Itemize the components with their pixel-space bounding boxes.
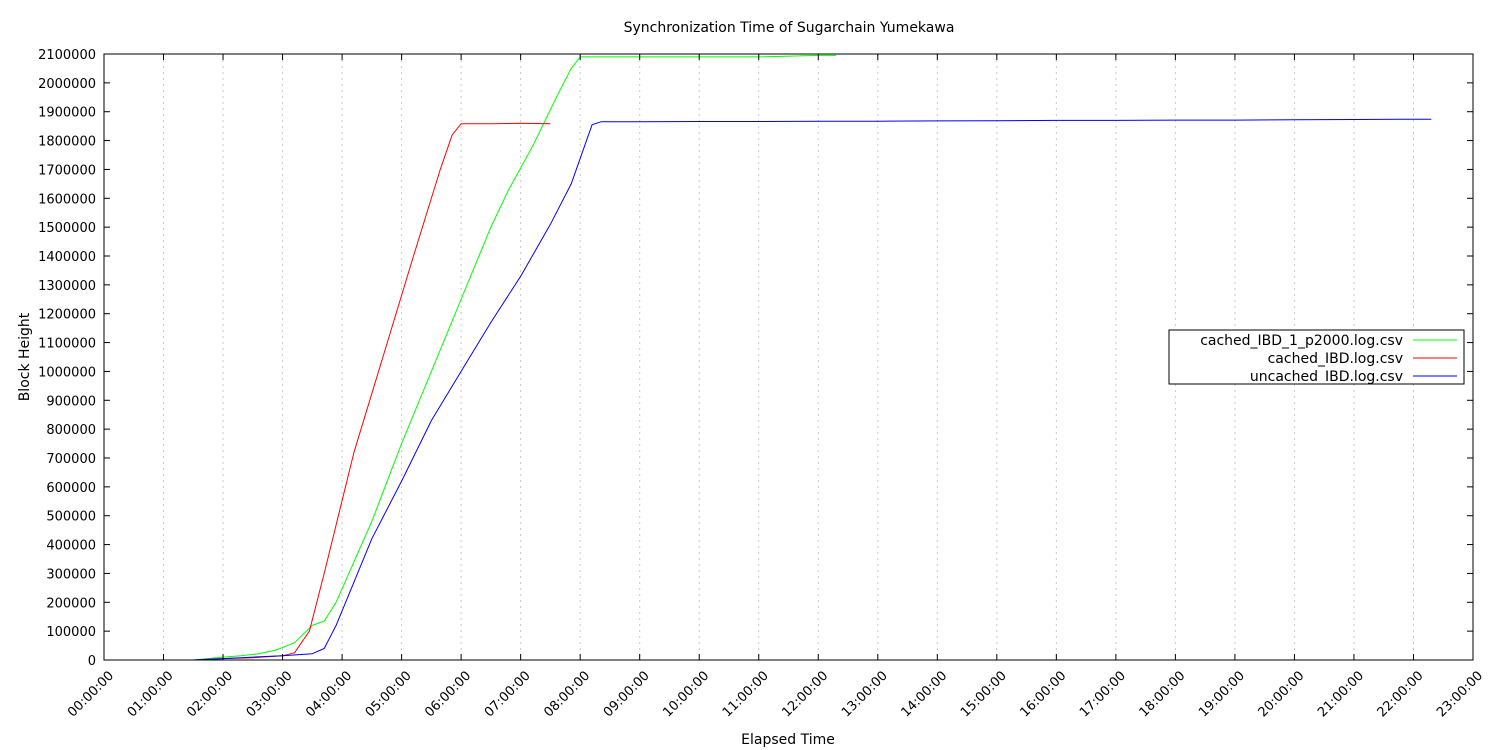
y-tick-label: 1700000 [38, 163, 96, 178]
y-tick-label: 200000 [46, 596, 96, 611]
y-tick-label: 300000 [46, 567, 96, 582]
y-tick-label: 1400000 [38, 250, 96, 265]
y-tick-label: 500000 [46, 510, 96, 525]
y-tick-label: 1200000 [38, 308, 96, 323]
y-tick-label: 1100000 [38, 337, 96, 352]
y-tick-label: 600000 [46, 481, 96, 496]
y-tick-label: 100000 [46, 625, 96, 640]
y-tick-label: 1000000 [38, 365, 96, 380]
y-tick-label: 1500000 [38, 221, 96, 236]
chart-title: Synchronization Time of Sugarchain Yumek… [624, 20, 955, 36]
y-tick-label: 400000 [46, 539, 96, 554]
legend-entry-label: cached_IBD_1_p2000.log.csv [1200, 333, 1403, 349]
legend-entry-label: uncached_IBD.log.csv [1250, 369, 1403, 385]
y-axis-tick-labels: 0 100000 200000 300000 400000 500000 600000 700… [38, 48, 96, 669]
axis-ticks [103, 53, 1474, 661]
y-tick-label: 800000 [46, 423, 96, 438]
y-tick-label: 0 [88, 654, 96, 669]
legend: cached_IBD_1_p2000.log.csv cached_IBD.log… [1168, 329, 1465, 385]
y-tick-label: 1300000 [38, 279, 96, 294]
series-line-3 [193, 118, 1432, 661]
y-tick-label: 1900000 [38, 106, 96, 121]
y-tick-label: 900000 [46, 394, 96, 409]
y-tick-label: 2000000 [38, 77, 96, 92]
y-tick-label: 1600000 [38, 192, 96, 207]
y-axis-title: Block Height [17, 312, 33, 401]
legend-entry-label: cached_IBD.log.csv [1268, 351, 1403, 367]
x-axis-title: Elapsed Time [741, 732, 835, 748]
y-tick-label: 2100000 [38, 48, 96, 63]
y-tick-label: 700000 [46, 452, 96, 467]
y-tick-label: 1800000 [38, 135, 96, 150]
plot-frame [103, 53, 1474, 661]
legend-box [1168, 329, 1465, 385]
grid-lines [163, 54, 1414, 660]
